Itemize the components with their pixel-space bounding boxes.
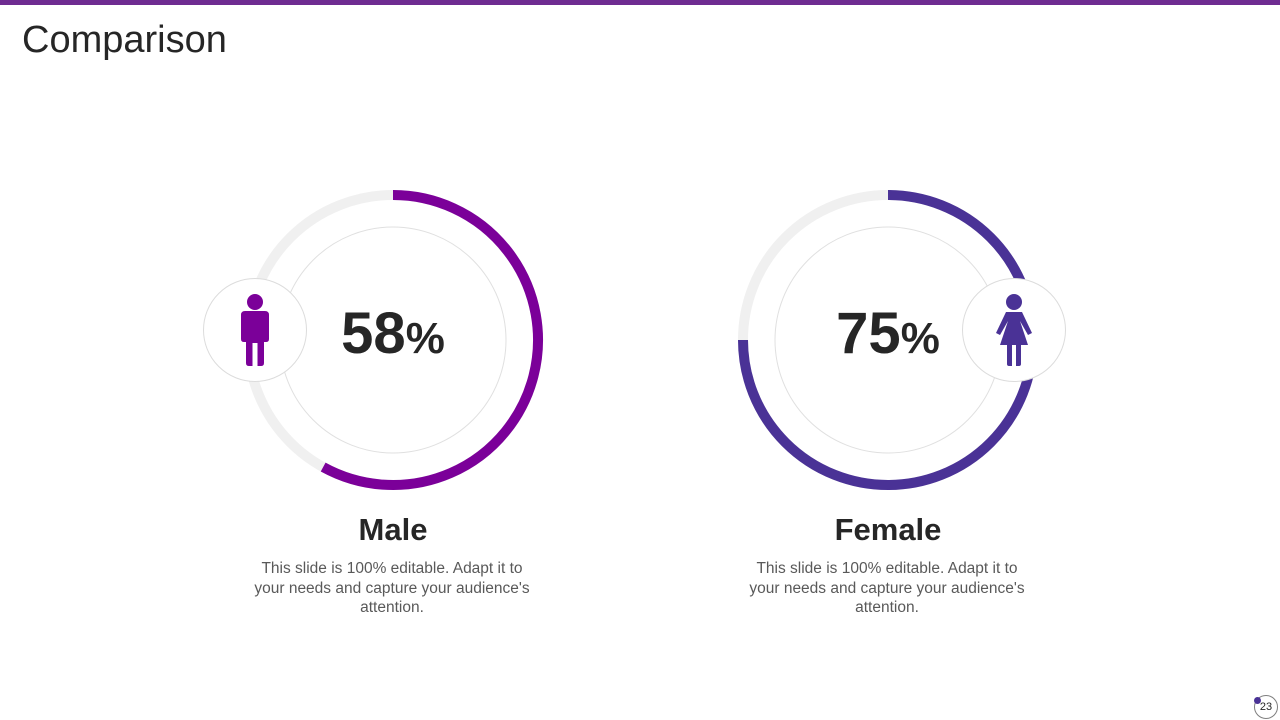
accent-bar xyxy=(0,0,1280,5)
male-progress-ring: 58% xyxy=(233,185,553,495)
percent-symbol: % xyxy=(405,314,445,363)
ring-progress-arc xyxy=(320,190,544,490)
percent-value: 75% xyxy=(728,305,1048,363)
page-number: 23 xyxy=(1254,695,1278,719)
male-description: This slide is 100% editable. Adapt it to… xyxy=(254,560,530,616)
ring-progress-arc xyxy=(738,190,1038,490)
page-indicator-dot xyxy=(1254,697,1261,704)
male-person-icon xyxy=(241,294,269,366)
percent-number: 58 xyxy=(341,301,406,366)
male-icon-badge xyxy=(203,278,307,382)
slide-title: Comparison xyxy=(22,19,227,61)
female-label: Female xyxy=(834,512,942,547)
percent-number: 75 xyxy=(836,301,901,366)
percent-value: 58% xyxy=(233,305,553,363)
percent-symbol: % xyxy=(900,314,940,363)
female-icon-badge xyxy=(962,278,1066,382)
female-person-icon xyxy=(996,294,1032,366)
male-label: Male xyxy=(358,512,428,547)
female-description: This slide is 100% editable. Adapt it to… xyxy=(749,560,1025,616)
